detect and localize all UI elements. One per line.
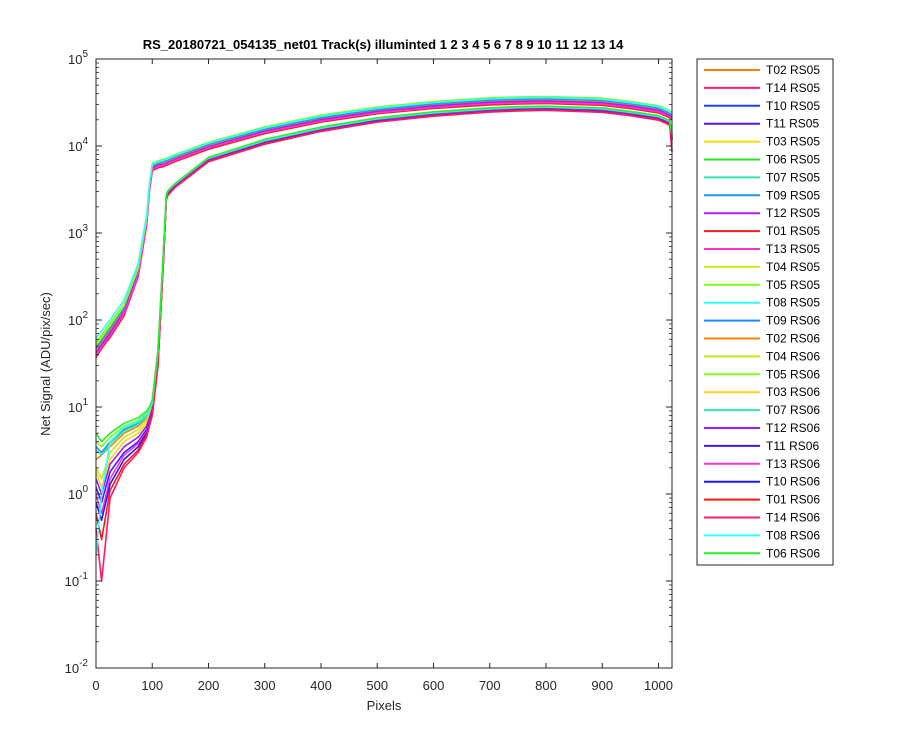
legend-label-22: T13 RS06 bbox=[766, 457, 820, 471]
x-tick-label-0: 0 bbox=[92, 678, 99, 693]
legend-label-19: T07 RS06 bbox=[766, 403, 820, 417]
series-line-27 bbox=[95, 105, 673, 443]
legend-label-21: T11 RS06 bbox=[766, 439, 819, 453]
legend-label-6: T07 RS05 bbox=[766, 170, 820, 184]
legend-label-1: T14 RS05 bbox=[766, 81, 820, 95]
y-tick-label-3: 101 bbox=[68, 397, 88, 415]
legend-label-17: T05 RS06 bbox=[766, 367, 820, 381]
legend-label-2: T10 RS05 bbox=[766, 99, 820, 113]
x-tick-label-2: 200 bbox=[198, 678, 220, 693]
plot-frame bbox=[95, 58, 673, 669]
legend-label-16: T04 RS06 bbox=[766, 349, 820, 363]
legend-box bbox=[696, 58, 834, 566]
legend-label-15: T02 RS06 bbox=[766, 332, 820, 346]
y-tick-label-7: 105 bbox=[68, 49, 88, 67]
legend-label-24: T01 RS06 bbox=[766, 493, 820, 507]
x-tick-label-3: 300 bbox=[254, 678, 276, 693]
legend-label-0: T02 RS05 bbox=[766, 63, 820, 77]
x-tick-label-8: 800 bbox=[535, 678, 557, 693]
legend-label-9: T01 RS05 bbox=[766, 224, 820, 238]
legend-label-14: T09 RS06 bbox=[766, 314, 820, 328]
legend-label-13: T08 RS05 bbox=[766, 296, 820, 310]
x-tick-label-10: 1000 bbox=[644, 678, 673, 693]
legend-label-4: T03 RS05 bbox=[766, 135, 820, 149]
legend-label-26: T08 RS06 bbox=[766, 528, 820, 542]
legend-label-20: T12 RS06 bbox=[766, 421, 820, 435]
plot-area bbox=[96, 59, 672, 668]
y-tick-label-4: 102 bbox=[68, 310, 88, 328]
series-line-10 bbox=[95, 101, 673, 357]
x-tick-label-7: 700 bbox=[479, 678, 501, 693]
legend-label-27: T06 RS06 bbox=[766, 546, 820, 560]
y-tick-label-0: 10-2 bbox=[65, 658, 89, 676]
legend-label-8: T12 RS05 bbox=[766, 206, 820, 220]
series-line-13 bbox=[95, 96, 673, 339]
y-axis-label: Net Signal (ADU/pix/sec) bbox=[38, 292, 53, 436]
legend-label-7: T09 RS05 bbox=[766, 188, 820, 202]
series-line-25 bbox=[95, 109, 673, 582]
legend-label-3: T11 RS05 bbox=[766, 117, 819, 131]
y-axis: 10-2 10-1 100 101 102 103 104 105 bbox=[65, 49, 672, 676]
series-lines bbox=[95, 95, 673, 582]
legend-label-11: T04 RS05 bbox=[766, 260, 820, 274]
y-tick-label-1: 10-1 bbox=[65, 571, 89, 589]
x-axis-label: Pixels bbox=[367, 698, 402, 713]
x-tick-label-1: 100 bbox=[141, 678, 163, 693]
legend-label-25: T14 RS06 bbox=[766, 511, 820, 525]
legend-label-18: T03 RS06 bbox=[766, 385, 820, 399]
x-tick-label-5: 500 bbox=[366, 678, 388, 693]
legend-label-23: T10 RS06 bbox=[766, 475, 820, 489]
legend: T02 RS05 T14 RS05 T10 RS05 T11 RS05 T03 RS05… bbox=[696, 58, 834, 566]
y-tick-label-6: 104 bbox=[68, 136, 88, 154]
legend-label-12: T05 RS05 bbox=[766, 278, 820, 292]
chart-title: RS_20180721_054135_net01 Track(s) illumi… bbox=[143, 37, 624, 52]
x-tick-label-6: 600 bbox=[423, 678, 445, 693]
y-tick-label-2: 100 bbox=[68, 484, 88, 502]
x-tick-label-9: 900 bbox=[591, 678, 613, 693]
legend-label-5: T06 RS05 bbox=[766, 153, 820, 167]
x-tick-label-4: 400 bbox=[310, 678, 332, 693]
x-axis: 0 100 200 300 400 500 600 700 800 900 1000 bbox=[92, 59, 673, 693]
legend-label-10: T13 RS05 bbox=[766, 242, 820, 256]
y-tick-label-5: 103 bbox=[68, 223, 88, 241]
